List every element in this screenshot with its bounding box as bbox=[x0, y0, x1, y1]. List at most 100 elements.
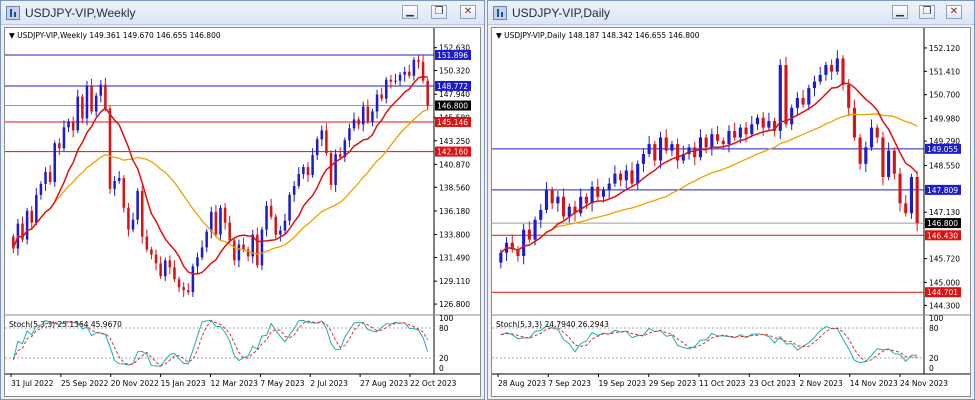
candle-body bbox=[533, 219, 537, 240]
candle-body bbox=[21, 223, 24, 240]
price-label-box bbox=[925, 287, 961, 298]
daily-minimize-button[interactable]: ▁ bbox=[892, 5, 908, 19]
y-tick-label: 144.300 bbox=[929, 301, 960, 310]
candle-body bbox=[818, 74, 822, 82]
candle-body bbox=[246, 249, 250, 257]
weekly-chart-area[interactable]: 152.630150.320147.940145.580143.250140.8… bbox=[4, 27, 481, 397]
candle-body bbox=[62, 127, 66, 149]
y-tick-label: 133.800 bbox=[439, 231, 470, 240]
candle-body bbox=[338, 154, 342, 158]
candle-body bbox=[163, 260, 167, 277]
candle-body bbox=[269, 205, 273, 217]
candle-body bbox=[30, 210, 33, 223]
price-label: 146.430 bbox=[927, 231, 958, 240]
y-tick-label: 138.560 bbox=[439, 183, 470, 192]
candle-body bbox=[292, 185, 296, 195]
price-label: 147.809 bbox=[927, 186, 958, 195]
y-tick-label: 147.940 bbox=[439, 90, 470, 99]
candle-body bbox=[841, 58, 845, 85]
chart-header: ▼ USDJPY-VIP,Weekly 149.361 149.670 146.… bbox=[9, 31, 221, 40]
candle-body bbox=[641, 153, 645, 164]
candle-body bbox=[658, 137, 663, 161]
candle-body bbox=[145, 236, 149, 250]
y-tick-label: 148.550 bbox=[929, 161, 960, 170]
candle-body bbox=[556, 196, 560, 204]
x-tick-label: 23 Oct 2023 bbox=[749, 379, 796, 388]
candle-body bbox=[630, 170, 634, 184]
candle-body bbox=[288, 194, 291, 221]
x-tick-label: 14 Nov 2023 bbox=[850, 379, 898, 388]
stoch-tick-label: 80 bbox=[439, 324, 449, 333]
y-tick-label: 152.630 bbox=[439, 44, 470, 53]
candle-body bbox=[676, 144, 680, 161]
stoch-tick-label: 20 bbox=[439, 354, 449, 363]
close-icon: ✕ bbox=[463, 6, 473, 17]
candle-body bbox=[590, 186, 594, 204]
candle-body bbox=[196, 257, 199, 267]
price-label: 146.800 bbox=[437, 102, 468, 111]
candle-body bbox=[579, 196, 583, 214]
candle-body bbox=[306, 167, 310, 176]
daily-window-title: USDJPY-VIP,Daily bbox=[512, 6, 611, 20]
restore-icon: ❐ bbox=[922, 6, 932, 17]
price-label-box bbox=[925, 184, 961, 195]
candle-body bbox=[398, 74, 402, 81]
price-label: 146.800 bbox=[927, 219, 958, 228]
candle-body bbox=[693, 147, 697, 158]
candle-body bbox=[53, 143, 57, 182]
y-tick-label: 149.290 bbox=[929, 137, 960, 146]
candle-body bbox=[44, 172, 47, 184]
close-icon: ✕ bbox=[949, 6, 959, 17]
y-tick-label: 126.800 bbox=[439, 300, 470, 309]
candle-body bbox=[76, 96, 80, 131]
y-tick-label: 140.870 bbox=[439, 160, 470, 169]
daily-titlebar[interactable]: USDJPY-VIP,Daily ▁ ❐ ✕ bbox=[488, 1, 974, 25]
daily-restore-button[interactable]: ❐ bbox=[919, 5, 935, 19]
candle-body bbox=[824, 65, 828, 75]
candle-body bbox=[297, 174, 301, 186]
candle-body bbox=[343, 140, 347, 158]
candle-body bbox=[681, 153, 685, 161]
candle-body bbox=[784, 65, 788, 125]
daily-close-button[interactable]: ✕ bbox=[946, 5, 962, 19]
candle-body bbox=[113, 180, 116, 189]
x-tick-label: 31 Jul 2022 bbox=[11, 379, 54, 388]
chart-window-icon bbox=[493, 6, 507, 20]
candle-body bbox=[733, 130, 737, 138]
y-tick-label: 151.410 bbox=[929, 67, 960, 76]
x-tick-label: 22 Oct 2023 bbox=[410, 379, 457, 388]
candle-body bbox=[750, 124, 754, 135]
candle-body bbox=[94, 95, 98, 112]
candle-body bbox=[744, 127, 748, 135]
stoch-tick-label: 100 bbox=[929, 314, 944, 323]
candle-body bbox=[136, 190, 139, 220]
weekly-chart-svg[interactable]: 152.630150.320147.940145.580143.250140.8… bbox=[5, 28, 480, 396]
weekly-minimize-button[interactable]: ▁ bbox=[402, 5, 418, 19]
x-tick-label: 2 Nov 2023 bbox=[800, 379, 843, 388]
candle-body bbox=[516, 249, 520, 257]
candle-body bbox=[417, 59, 420, 62]
price-label-box bbox=[435, 116, 471, 127]
candle-body bbox=[421, 61, 425, 81]
candle-body bbox=[898, 173, 902, 204]
candle-body bbox=[881, 137, 885, 177]
daily-chart-svg[interactable]: 152.120 151.410 150.700 149.980 149.290 148.5… bbox=[492, 28, 970, 396]
weekly-titlebar[interactable]: USDJPY-VIP,Weekly ▁ ❐ ✕ bbox=[1, 1, 484, 25]
ma-fast-line bbox=[500, 82, 918, 254]
x-tick-label: 12 Mar 2023 bbox=[211, 379, 259, 388]
weekly-close-button[interactable]: ✕ bbox=[460, 5, 476, 19]
daily-chart-area[interactable]: 152.120 151.410 150.700 149.980 149.290 148.5… bbox=[491, 27, 971, 397]
y-tick-label: 131.490 bbox=[439, 254, 470, 263]
price-label: 151.896 bbox=[437, 51, 468, 60]
weekly-chart-window[interactable]: USDJPY-VIP,Weekly ▁ ❐ ✕ 152.630 150.320 14… bbox=[0, 0, 485, 400]
candle-body bbox=[173, 267, 176, 280]
candle-body bbox=[773, 121, 777, 131]
y-tick-label: 136.180 bbox=[439, 207, 470, 216]
candle-body bbox=[562, 196, 566, 217]
price-label-box bbox=[435, 49, 471, 60]
candle-body bbox=[366, 106, 370, 122]
candle-body bbox=[607, 183, 611, 191]
y-tick-label: 152.120 bbox=[929, 44, 960, 53]
daily-chart-window[interactable]: USDJPY-VIP,Daily ▁ ❐ ✕ 152.120 151.410 150… bbox=[487, 0, 975, 400]
weekly-restore-button[interactable]: ❐ bbox=[431, 5, 447, 19]
